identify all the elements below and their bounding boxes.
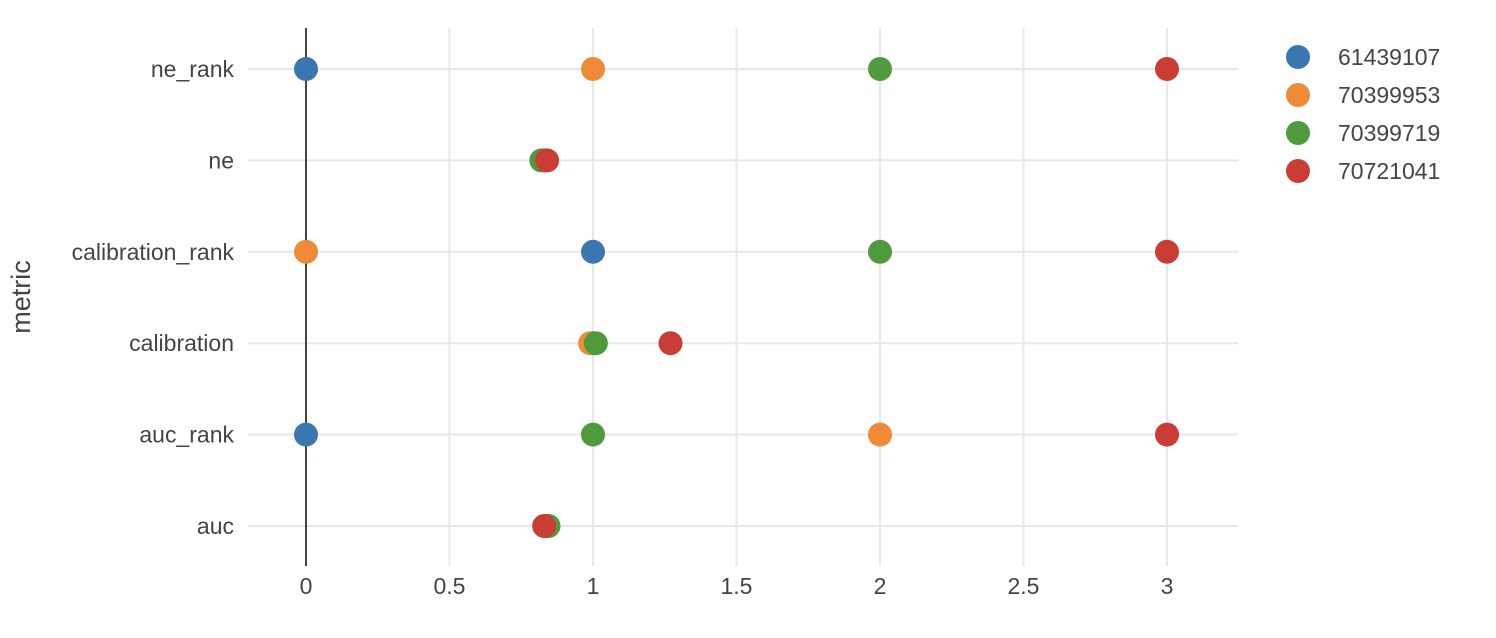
data-point	[535, 148, 560, 173]
data-point	[868, 239, 892, 264]
data-points	[294, 57, 1179, 538]
y-tick-label: auc_rank	[139, 422, 234, 448]
data-point	[658, 331, 683, 356]
y-tick-label: ne	[208, 147, 234, 173]
x-gridlines	[448, 28, 1168, 566]
data-point	[581, 422, 605, 447]
legend-label: 70721041	[1338, 158, 1440, 184]
legend-label: 61439107	[1338, 44, 1440, 70]
legend-item[interactable]: 70399953	[1286, 82, 1440, 108]
x-axis-ticks: 0 0.5 1 1.5 2 2.5 3	[300, 573, 1174, 599]
legend-item[interactable]: 70721041	[1286, 158, 1440, 184]
data-point	[868, 57, 892, 81]
y-tick-label: calibration	[129, 330, 234, 356]
legend-item[interactable]: 70399719	[1286, 120, 1440, 146]
x-tick-label: 0.5	[434, 573, 466, 599]
y-gridlines	[248, 68, 1238, 527]
y-tick-label: ne_rank	[151, 56, 235, 82]
data-point	[294, 422, 318, 447]
data-point	[532, 514, 557, 538]
legend-marker	[1286, 83, 1310, 107]
legend-item[interactable]: 61439107	[1286, 44, 1440, 70]
data-point	[294, 57, 318, 81]
legend-marker	[1286, 159, 1310, 183]
data-point	[581, 57, 605, 81]
data-point	[1155, 422, 1179, 447]
x-tick-label: 2.5	[1008, 573, 1040, 599]
x-tick-label: 1	[587, 573, 600, 599]
y-tick-label: calibration_rank	[72, 239, 235, 265]
x-tick-label: 0	[300, 573, 313, 599]
legend-marker	[1286, 45, 1310, 69]
data-point	[294, 239, 318, 264]
legend[interactable]: 61439107 70399953 70399719 70721041	[1286, 44, 1440, 184]
data-point	[1155, 57, 1179, 81]
data-point	[868, 422, 892, 447]
y-tick-label: auc	[197, 513, 234, 539]
y-axis-title: metric	[6, 260, 36, 334]
x-tick-label: 3	[1161, 573, 1174, 599]
legend-marker	[1286, 121, 1310, 145]
data-point	[1155, 239, 1179, 264]
legend-label: 70399953	[1338, 82, 1440, 108]
x-tick-label: 2	[874, 573, 887, 599]
data-point	[583, 331, 608, 356]
data-point	[581, 239, 605, 264]
x-tick-label: 1.5	[721, 573, 753, 599]
legend-label: 70399719	[1338, 120, 1440, 146]
